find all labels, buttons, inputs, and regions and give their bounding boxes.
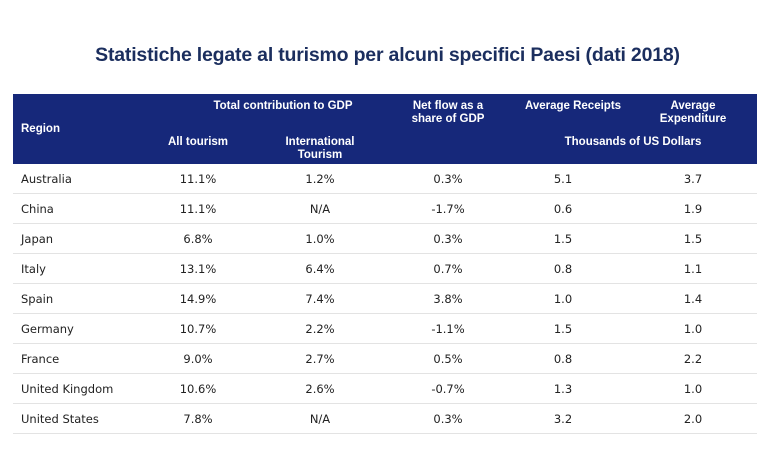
header-region: Region bbox=[21, 123, 60, 135]
cell-average-receipts: 1.5 bbox=[553, 232, 573, 246]
cell-average-receipts: 1.0 bbox=[553, 292, 573, 306]
cell-all-tourism: 14.9% bbox=[179, 292, 217, 306]
cell-international-tourism: 2.6% bbox=[305, 382, 335, 396]
header-average-expenditure: Average Expenditure bbox=[643, 100, 743, 126]
cell-net-flow: 3.8% bbox=[433, 292, 463, 306]
cell-region: China bbox=[21, 202, 54, 216]
cell-region: United States bbox=[21, 412, 99, 426]
cell-average-expenditure: 1.5 bbox=[683, 232, 703, 246]
cell-average-expenditure: 2.2 bbox=[683, 352, 703, 366]
cell-average-receipts: 5.1 bbox=[553, 172, 573, 186]
cell-average-expenditure: 1.9 bbox=[683, 202, 703, 216]
cell-net-flow: 0.5% bbox=[433, 352, 463, 366]
cell-average-expenditure: 1.0 bbox=[683, 322, 703, 336]
cell-average-receipts: 0.8 bbox=[553, 352, 573, 366]
cell-average-expenditure: 3.7 bbox=[683, 172, 703, 186]
cell-all-tourism: 6.8% bbox=[183, 232, 213, 246]
header-total-contribution: Total contribution to GDP bbox=[213, 100, 353, 112]
cell-average-receipts: 3.2 bbox=[553, 412, 573, 426]
cell-international-tourism: 7.4% bbox=[305, 292, 335, 306]
header-expenditure-line1: Average bbox=[670, 100, 716, 112]
table-body: Australia 11.1% 1.2% 0.3% 5.1 3.7 China 11.1% N/… bbox=[13, 164, 757, 434]
cell-net-flow: -0.7% bbox=[431, 382, 465, 396]
cell-region: Spain bbox=[21, 292, 54, 306]
table-row: France 9.0% 2.7% 0.5% 0.8 2.2 bbox=[13, 344, 757, 374]
header-net-flow-line1: Net flow as a bbox=[412, 100, 484, 112]
table-row: China 11.1% N/A -1.7% 0.6 1.9 bbox=[13, 194, 757, 224]
header-thousands-usd: Thousands of US Dollars bbox=[564, 136, 702, 148]
table-row: United States 7.8% N/A 0.3% 3.2 2.0 bbox=[13, 404, 757, 434]
cell-region: Germany bbox=[21, 322, 74, 336]
cell-international-tourism: 6.4% bbox=[305, 262, 335, 276]
table-header: Region Total contribution to GDP All tou… bbox=[13, 94, 757, 164]
cell-all-tourism: 10.6% bbox=[179, 382, 217, 396]
cell-all-tourism: 13.1% bbox=[179, 262, 217, 276]
cell-average-receipts: 0.8 bbox=[553, 262, 573, 276]
cell-net-flow: -1.7% bbox=[431, 202, 465, 216]
header-all-tourism: All tourism bbox=[167, 136, 229, 148]
cell-international-tourism: 2.2% bbox=[305, 322, 335, 336]
cell-region: United Kingdom bbox=[21, 382, 114, 396]
header-international-tourism: International Tourism bbox=[270, 136, 370, 162]
header-international-line1: International bbox=[285, 136, 355, 148]
cell-international-tourism: 2.7% bbox=[305, 352, 335, 366]
cell-average-receipts: 0.6 bbox=[553, 202, 573, 216]
cell-net-flow: 0.3% bbox=[433, 412, 463, 426]
cell-international-tourism: N/A bbox=[309, 412, 331, 426]
header-expenditure-line2: Expenditure bbox=[659, 113, 727, 125]
cell-all-tourism: 11.1% bbox=[179, 202, 217, 216]
table-row: Spain 14.9% 7.4% 3.8% 1.0 1.4 bbox=[13, 284, 757, 314]
cell-region: Japan bbox=[21, 232, 54, 246]
cell-all-tourism: 9.0% bbox=[183, 352, 213, 366]
cell-region: France bbox=[21, 352, 60, 366]
cell-average-receipts: 1.3 bbox=[553, 382, 573, 396]
cell-international-tourism: 1.0% bbox=[305, 232, 335, 246]
cell-average-receipts: 1.5 bbox=[553, 322, 573, 336]
cell-all-tourism: 10.7% bbox=[179, 322, 217, 336]
cell-net-flow: 0.3% bbox=[433, 232, 463, 246]
cell-average-expenditure: 1.0 bbox=[683, 382, 703, 396]
cell-all-tourism: 11.1% bbox=[179, 172, 217, 186]
cell-all-tourism: 7.8% bbox=[183, 412, 213, 426]
cell-average-expenditure: 2.0 bbox=[683, 412, 703, 426]
cell-region: Italy bbox=[21, 262, 46, 276]
table-row: Japan 6.8% 1.0% 0.3% 1.5 1.5 bbox=[13, 224, 757, 254]
table-row: Germany 10.7% 2.2% -1.1% 1.5 1.0 bbox=[13, 314, 757, 344]
cell-average-expenditure: 1.4 bbox=[683, 292, 703, 306]
cell-net-flow: -1.1% bbox=[431, 322, 465, 336]
header-net-flow-line2: share of GDP bbox=[411, 113, 485, 125]
cell-net-flow: 0.7% bbox=[433, 262, 463, 276]
table-row: Italy 13.1% 6.4% 0.7% 0.8 1.1 bbox=[13, 254, 757, 284]
table-row: United Kingdom 10.6% 2.6% -0.7% 1.3 1.0 bbox=[13, 374, 757, 404]
cell-average-expenditure: 1.1 bbox=[683, 262, 703, 276]
page-title: Statistiche legate al turismo per alcuni… bbox=[95, 44, 680, 66]
cell-international-tourism: 1.2% bbox=[305, 172, 335, 186]
cell-net-flow: 0.3% bbox=[433, 172, 463, 186]
header-average-receipts: Average Receipts bbox=[524, 100, 622, 112]
header-international-line2: Tourism bbox=[297, 149, 343, 161]
cell-region: Australia bbox=[21, 172, 72, 186]
table-row: Australia 11.1% 1.2% 0.3% 5.1 3.7 bbox=[13, 164, 757, 194]
tourism-statistics-table: Region Total contribution to GDP All tou… bbox=[13, 94, 757, 434]
header-net-flow: Net flow as a share of GDP bbox=[403, 100, 493, 126]
cell-international-tourism: N/A bbox=[309, 202, 331, 216]
